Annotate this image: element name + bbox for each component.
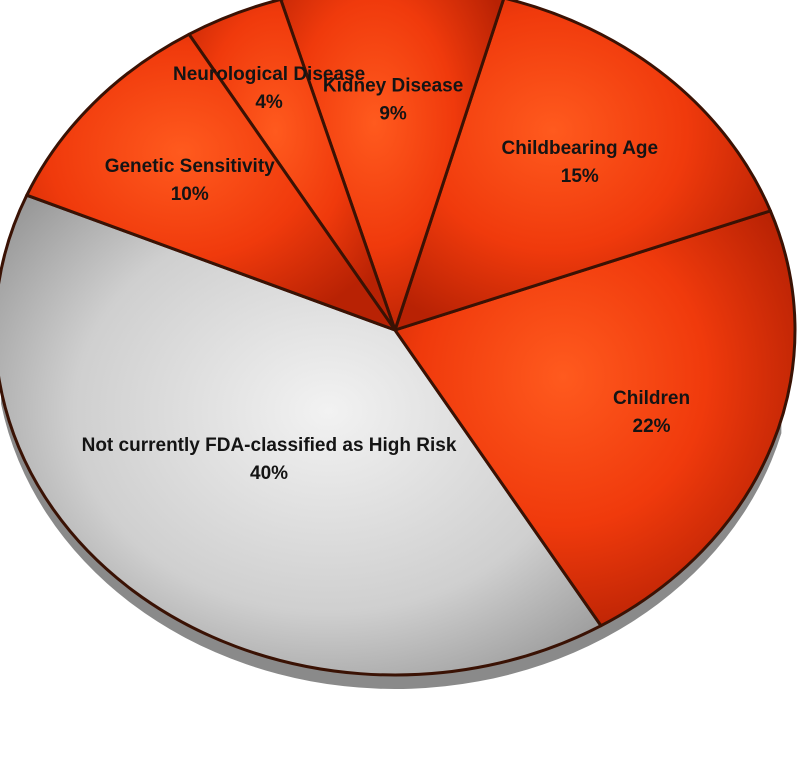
slice-value-label: 10% — [171, 184, 209, 205]
slice-label: Neurological Disease — [173, 64, 365, 85]
slice-label: Childbearing Age — [502, 138, 659, 159]
slice-value-label: 9% — [379, 103, 407, 124]
slice-value-label: 22% — [633, 416, 671, 437]
pie-slice-kidney-disease — [279, 0, 505, 332]
pie-labels: Not currently FDA-classified as High Ris… — [82, 64, 690, 484]
slice-value-label: 40% — [250, 463, 288, 484]
slice-label: Not currently FDA-classified as High Ris… — [82, 435, 457, 456]
pie-slice-not-currently-fda-classified-as-high-risk — [0, 193, 603, 677]
slice-label: Children — [613, 388, 690, 409]
slice-value-label: 4% — [255, 92, 283, 113]
pie-slice-children — [393, 209, 797, 628]
slice-label: Genetic Sensitivity — [105, 156, 275, 177]
pie-slices — [0, 0, 797, 677]
slice-label: Kidney Disease — [323, 75, 463, 96]
slice-value-label: 15% — [561, 166, 599, 187]
pie-slice-genetic-sensitivity — [25, 32, 397, 332]
pie-slice-childbearing-age — [393, 0, 772, 332]
